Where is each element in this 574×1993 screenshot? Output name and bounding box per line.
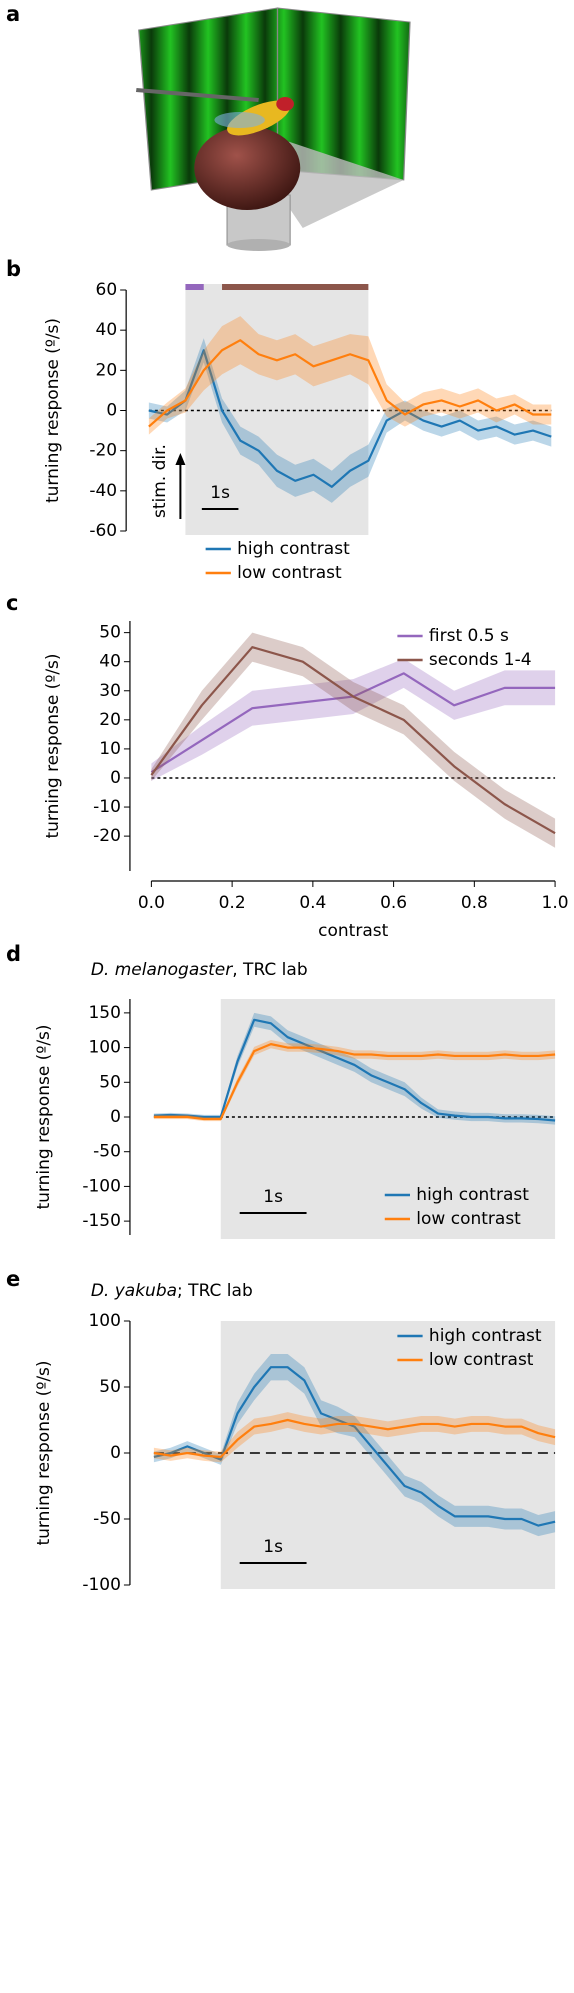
legend-label: low contrast: [237, 563, 342, 583]
series-line: [148, 349, 552, 488]
x-tick-label: 0.6: [380, 893, 407, 913]
y-axis-label: turning response (º/s): [34, 1360, 54, 1545]
ball: [194, 126, 301, 210]
error-band: [153, 1412, 556, 1463]
panel-label: c: [6, 591, 18, 615]
scale-bar-label: 1s: [263, 1537, 283, 1557]
y-tick-label: 20: [99, 710, 121, 730]
legend-label: first 0.5 s: [429, 626, 509, 646]
y-tick-label: 50: [99, 1072, 121, 1092]
stand-base: [227, 239, 291, 251]
tether: [135, 88, 259, 102]
title-part: D. yakuba: [91, 1281, 177, 1301]
legend-label: low contrast: [429, 1350, 534, 1370]
panel-label: a: [6, 2, 20, 26]
y-tick-label: 100: [88, 1038, 120, 1058]
y-tick-label: -60: [89, 521, 117, 541]
y-tick-label: 50: [99, 1377, 121, 1397]
y-axis-label: turning response (º/s): [34, 1024, 54, 1209]
series-line: [153, 1366, 556, 1527]
legend-label: seconds 1-4: [429, 650, 532, 670]
arena-illustration: [135, 7, 411, 251]
y-tick-label: -20: [93, 826, 121, 846]
panel-label: d: [6, 942, 21, 966]
y-tick-label: 20: [96, 360, 118, 380]
title-part: D. melanogaster: [91, 960, 233, 980]
stimulus-shade: [185, 284, 369, 535]
fly-wing: [214, 112, 265, 128]
panel-label: b: [6, 257, 21, 281]
y-tick-label: 40: [99, 652, 121, 672]
y-tick-label: 60: [96, 280, 118, 300]
x-tick-label: 0.2: [219, 893, 246, 913]
scale-bar-label: 1s: [263, 1187, 283, 1207]
y-axis-label: turning response (º/s): [43, 653, 63, 838]
y-tick-label: -100: [82, 1176, 121, 1196]
y-tick-label: -20: [89, 441, 117, 461]
y-tick-label: -40: [89, 481, 117, 501]
y-tick-label: -50: [93, 1509, 121, 1529]
y-tick-label: 150: [88, 1003, 120, 1023]
y-tick-label: 30: [99, 681, 121, 701]
legend-label: low contrast: [416, 1209, 521, 1229]
series-line: [148, 339, 552, 428]
stimulus-bar: [222, 284, 369, 290]
x-axis-label: contrast: [318, 921, 388, 941]
scale-bar-label: 1s: [210, 483, 230, 503]
y-tick-label: 0: [110, 1107, 121, 1127]
x-tick-label: 0.0: [138, 893, 165, 913]
x-tick-label: 0.8: [461, 893, 488, 913]
y-tick-label: 50: [99, 623, 121, 643]
y-tick-label: -10: [93, 797, 121, 817]
error-band: [153, 1012, 556, 1125]
y-tick-label: -50: [93, 1142, 121, 1162]
error-band: [153, 1354, 556, 1537]
error-band: [153, 1039, 556, 1122]
y-tick-label: -100: [82, 1575, 121, 1595]
title-part: ; TRC lab: [177, 1281, 253, 1301]
legend-label: high contrast: [429, 1326, 542, 1346]
x-tick-label: 1.0: [542, 893, 569, 913]
series-line: [150, 646, 556, 835]
stimulus-bar: [185, 284, 204, 290]
legend-label: high contrast: [237, 539, 350, 559]
y-axis-label: turning response (º/s): [43, 318, 63, 503]
stimulus-shade: [220, 1321, 556, 1589]
stim-label: stim. dir.: [150, 444, 170, 518]
error-band: [151, 658, 556, 781]
y-tick-label: 40: [96, 320, 118, 340]
legend-label: high contrast: [416, 1185, 529, 1205]
stim-arrow-head: [175, 453, 186, 465]
y-tick-label: 0: [110, 1443, 121, 1463]
y-tick-label: -150: [82, 1211, 121, 1231]
y-tick-label: 100: [88, 1311, 120, 1331]
floor: [283, 140, 404, 228]
error-band: [148, 316, 552, 435]
series-line: [153, 1418, 556, 1459]
series-line: [153, 1043, 556, 1121]
fly-eye: [276, 97, 294, 111]
y-tick-label: 10: [99, 739, 121, 759]
title-part: , TRC lab: [232, 960, 307, 980]
panel-label: e: [6, 1267, 20, 1291]
y-tick-label: 0: [106, 401, 117, 421]
y-tick-label: 0: [110, 768, 121, 788]
chart-title: D. yakuba; TRC lab: [91, 1281, 253, 1301]
chart-title: D. melanogaster, TRC lab: [91, 960, 308, 980]
x-tick-label: 0.4: [299, 893, 326, 913]
